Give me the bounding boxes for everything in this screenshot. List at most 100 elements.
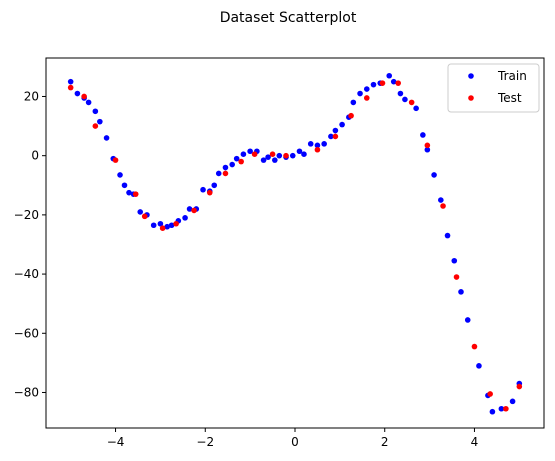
train-point — [67, 78, 74, 85]
test-point — [453, 274, 460, 280]
train-point — [215, 170, 222, 177]
train-point — [350, 99, 357, 106]
y-axis: 20 0 −20 −40 −60 −80 — [14, 89, 46, 399]
y-tick-label: −80 — [14, 385, 39, 399]
train-point — [444, 232, 451, 239]
y-tick-label: 20 — [24, 89, 39, 103]
train-point — [402, 96, 408, 103]
y-tick-label: −60 — [14, 326, 39, 340]
train-point — [247, 148, 253, 155]
legend-label-train: Train — [497, 69, 527, 83]
x-tick-label: −2 — [196, 435, 214, 449]
train-point — [370, 81, 377, 88]
train-point — [413, 105, 419, 112]
train-point — [229, 161, 235, 168]
test-point — [363, 95, 370, 101]
test-point — [238, 158, 244, 165]
x-axis: −4 −2 0 2 4 — [107, 428, 478, 449]
test-point — [516, 383, 523, 390]
test-point — [348, 112, 354, 119]
train-point — [386, 72, 393, 79]
train-point — [97, 118, 103, 125]
train-point — [289, 152, 296, 159]
train-point — [301, 151, 307, 157]
test-point — [112, 157, 119, 163]
plot-area — [45, 57, 545, 429]
train-point — [390, 78, 397, 85]
train-point — [321, 141, 327, 147]
test-point — [81, 93, 87, 100]
train-point — [260, 157, 267, 163]
x-tick-label: −4 — [107, 435, 125, 449]
train-point — [458, 289, 464, 295]
legend: Train Test — [447, 63, 540, 113]
legend-marker-test — [468, 95, 474, 101]
train-point — [85, 99, 92, 106]
test-point — [132, 191, 139, 197]
train-point — [438, 197, 444, 203]
train-point — [168, 222, 175, 229]
train-point — [509, 398, 516, 405]
test-point — [471, 343, 478, 350]
test-point — [159, 225, 166, 231]
train-point — [186, 206, 193, 212]
train-point — [211, 182, 218, 189]
test-point — [251, 151, 258, 157]
train-point — [240, 151, 247, 157]
train-point — [150, 222, 157, 229]
train-point — [272, 157, 278, 163]
train-point — [420, 132, 426, 138]
test-point — [332, 133, 339, 140]
train-point — [307, 141, 314, 147]
y-tick-label: −20 — [14, 208, 39, 222]
y-tick-label: 0 — [31, 149, 39, 163]
legend-marker-train — [468, 73, 474, 79]
test-point — [487, 391, 493, 397]
test-point — [141, 213, 148, 220]
legend-label-test: Test — [497, 91, 522, 105]
test-point — [67, 84, 74, 91]
test-point — [440, 203, 446, 209]
train-point — [476, 363, 482, 369]
train-point — [92, 108, 99, 115]
train-point — [451, 257, 458, 264]
train-point — [222, 164, 229, 171]
train-point — [357, 90, 363, 97]
train-point — [182, 215, 188, 221]
train-point — [464, 317, 471, 323]
train-point — [265, 154, 271, 160]
test-point — [92, 123, 99, 129]
train-point — [74, 90, 81, 97]
test-point — [408, 99, 415, 106]
train-point — [339, 121, 345, 128]
test-point — [395, 80, 401, 86]
train-point — [431, 172, 437, 178]
train-point — [328, 133, 334, 140]
data-points — [67, 72, 523, 415]
train-point — [117, 172, 123, 178]
test-point — [222, 170, 229, 177]
train-point — [233, 155, 240, 162]
test-point — [173, 220, 179, 227]
test-point — [283, 152, 289, 159]
train-point — [103, 135, 110, 141]
train-point — [424, 146, 431, 153]
x-tick-label: 0 — [291, 435, 299, 449]
train-point — [498, 405, 505, 412]
train-point — [137, 209, 144, 215]
chart-title: Dataset Scatterplot — [220, 10, 357, 26]
train-point — [164, 223, 170, 230]
test-point — [314, 146, 321, 153]
test-point — [379, 80, 386, 86]
test-point — [269, 151, 276, 157]
train-point — [397, 90, 404, 97]
train-point — [200, 186, 206, 193]
train-point — [363, 86, 370, 92]
y-tick-label: −40 — [14, 267, 39, 281]
train-point — [276, 152, 283, 159]
test-point — [206, 189, 213, 196]
test-point — [191, 207, 197, 214]
test-point — [503, 405, 509, 412]
train-point — [121, 182, 128, 189]
